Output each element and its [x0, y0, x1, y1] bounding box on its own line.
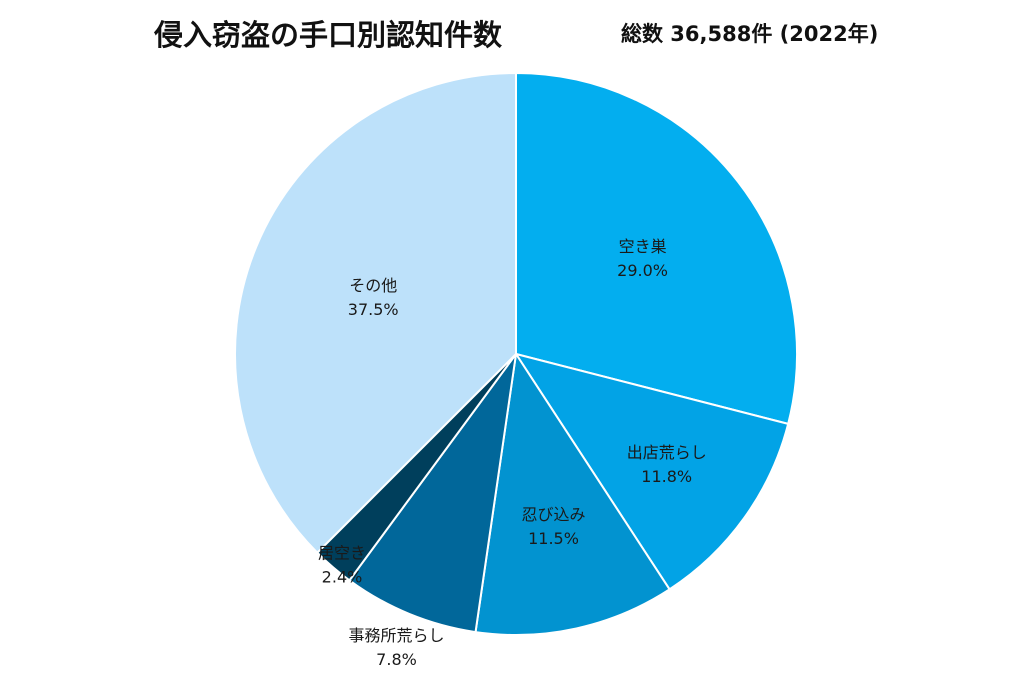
slice-label: 居空き [318, 543, 366, 562]
slice-value-label: 29.0% [617, 261, 668, 280]
chart-subtitle: 総数 36,588件 (2022年) [621, 22, 879, 46]
pie-labels: 空き巣 29.0% 出店荒らし 11.8% 忍び込み 11.5% 事務所荒らし 7.8% 居空き… [318, 237, 707, 669]
slice-value-label: 11.5% [528, 529, 579, 548]
pie-slice-3 [474, 351, 671, 637]
chart-title: 侵入窃盗の手口別認知件数 [154, 18, 503, 52]
pie-slice-2 [513, 352, 790, 591]
pie-slice-6 [233, 71, 517, 555]
slice-label: 出店荒らし [627, 443, 707, 462]
slice-value-label: 7.8% [376, 650, 417, 669]
pie-slice-4 [348, 353, 517, 634]
slice-label: その他 [349, 276, 397, 295]
slice-label: 事務所荒らし [348, 626, 444, 645]
pie-slice-1 [515, 71, 798, 426]
slice-value-label: 11.8% [641, 467, 692, 486]
slice-value-label: 37.5% [348, 300, 399, 319]
slice-value-label: 2.4% [322, 567, 363, 586]
slice-label: 空き巣 [619, 237, 667, 256]
pie-slices [233, 71, 798, 637]
slice-label: 忍び込み [521, 505, 585, 524]
